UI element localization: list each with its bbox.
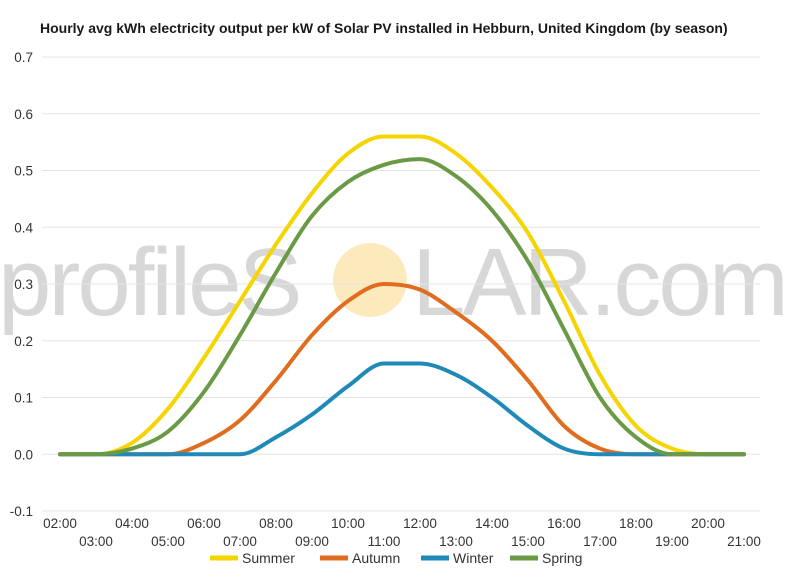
x-tick-label: 18:00 bbox=[619, 516, 653, 531]
axes: -0.1 0.0 0.1 0.2 0.3 0.4 0.5 0.6 0.7 02:0003:0004… bbox=[10, 50, 761, 549]
gridlines bbox=[42, 56, 760, 512]
series-line-spring bbox=[58, 157, 746, 457]
x-tick-label: 10:00 bbox=[331, 516, 365, 531]
y-tick-label: 0.5 bbox=[14, 164, 33, 179]
x-tick-label: 08:00 bbox=[259, 516, 293, 531]
legend-label: Autumn bbox=[352, 550, 400, 566]
y-tick-label: 0.6 bbox=[14, 107, 33, 122]
x-tick-label: 14:00 bbox=[475, 516, 509, 531]
x-tick-label: 12:00 bbox=[403, 516, 437, 531]
x-tick-label: 17:00 bbox=[583, 534, 617, 549]
x-tick-label: 06:00 bbox=[187, 516, 221, 531]
legend-item-autumn: Autumn bbox=[320, 550, 400, 566]
legend-item-spring: Spring bbox=[510, 550, 582, 566]
x-tick-label: 19:00 bbox=[655, 534, 689, 549]
y-tick-label: 0.2 bbox=[14, 334, 33, 349]
legend-label: Winter bbox=[453, 550, 494, 566]
x-tick-label: 05:00 bbox=[151, 534, 185, 549]
legend: Summer Autumn Winter Spring bbox=[210, 550, 582, 566]
y-tick-label: 0.1 bbox=[14, 391, 33, 406]
y-tick-label: -0.1 bbox=[10, 504, 33, 519]
y-tick-label: 0.4 bbox=[14, 220, 33, 235]
watermark-text-right: LAR.com bbox=[412, 229, 786, 336]
y-tick-label: 0.7 bbox=[14, 50, 33, 65]
x-tick-label: 15:00 bbox=[511, 534, 545, 549]
watermark-text-left: profileS bbox=[0, 229, 300, 336]
x-tick-label: 09:00 bbox=[295, 534, 329, 549]
series-line-winter bbox=[58, 361, 746, 457]
legend-item-winter: Winter bbox=[421, 550, 494, 566]
x-tick-label: 16:00 bbox=[547, 516, 581, 531]
x-tick-label: 11:00 bbox=[368, 534, 401, 549]
y-tick-label: 0.3 bbox=[14, 277, 33, 292]
x-tick-label: 02:00 bbox=[43, 516, 77, 531]
x-tick-label: 13:00 bbox=[439, 534, 473, 549]
x-tick-label: 03:00 bbox=[79, 534, 113, 549]
legend-item-summer: Summer bbox=[210, 550, 295, 566]
series-lines bbox=[58, 134, 746, 457]
y-tick-label: 0.0 bbox=[14, 447, 33, 462]
legend-label: Spring bbox=[542, 550, 582, 566]
series-line-summer bbox=[58, 134, 746, 457]
x-tick-label: 04:00 bbox=[115, 516, 149, 531]
chart-title: Hourly avg kWh electricity output per kW… bbox=[40, 20, 728, 36]
x-tick-label: 07:00 bbox=[223, 534, 257, 549]
x-tick-label: 20:00 bbox=[691, 516, 725, 531]
x-tick-label: 21:00 bbox=[727, 534, 761, 549]
legend-label: Summer bbox=[242, 550, 295, 566]
